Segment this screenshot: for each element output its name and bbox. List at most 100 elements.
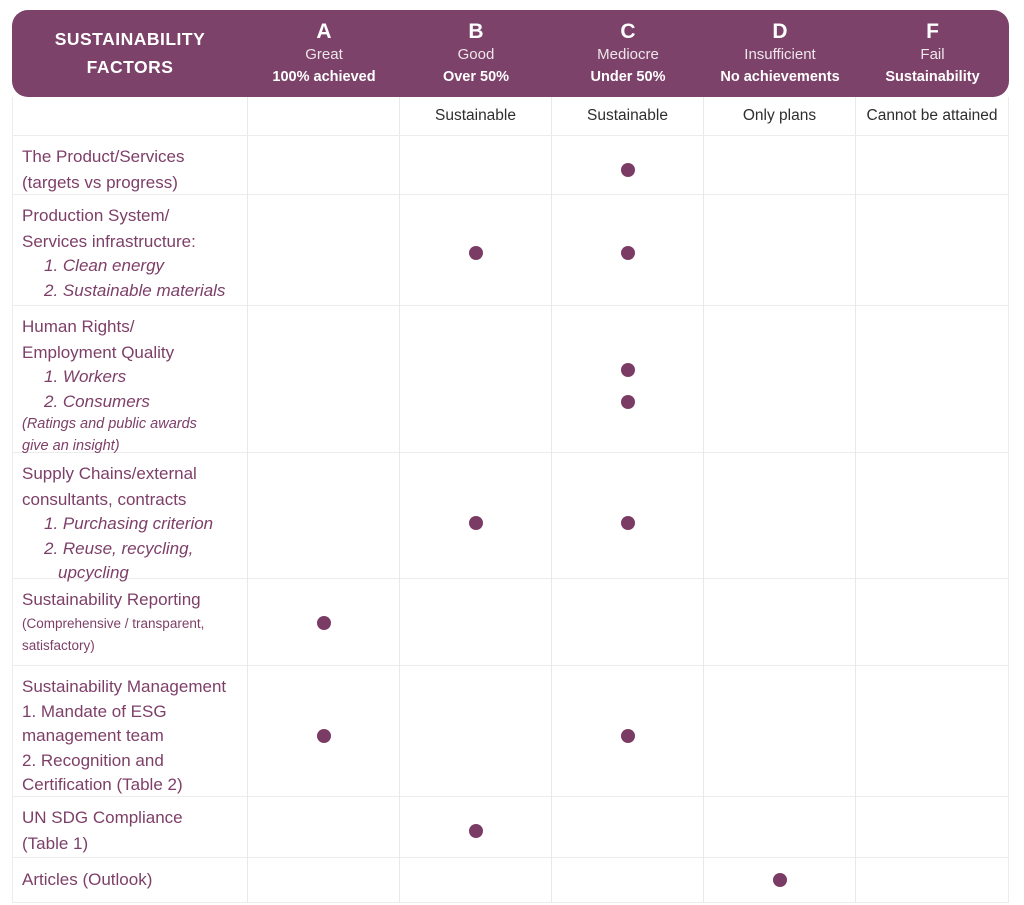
- row-label: The Product/Services (targets vs progress…: [13, 136, 248, 203]
- cell-b-production-system: [400, 195, 552, 312]
- grade-qualifier: 100% achieved: [272, 68, 376, 85]
- table-row-supply-chains: Supply Chains/external consultants, contr…: [13, 453, 1008, 594]
- cell-f-articles-outlook: [856, 858, 1008, 902]
- cell-d-sustainability-management: [704, 666, 856, 807]
- rating-dot: [468, 246, 483, 261]
- cell-b-un-sdg-compliance: [400, 797, 552, 864]
- grade-header-a: A Great 100% achieved: [248, 10, 400, 97]
- row-label-line: (Comprehensive / transparent,: [22, 615, 205, 631]
- cell-c-human-rights: [552, 306, 704, 466]
- grade-name: Mediocre: [597, 45, 659, 63]
- row-label-line: Human Rights/: [22, 317, 135, 336]
- row-label-line: 1. Purchasing criterion: [44, 514, 214, 533]
- grade-letter: D: [772, 20, 788, 44]
- cell-d-production-system: [704, 195, 856, 312]
- grade-name: Great: [305, 45, 343, 63]
- descriptor-label-cell: [13, 97, 248, 135]
- cell-c-supply-chains: [552, 453, 704, 594]
- row-label-line: 2. Recognition and: [22, 750, 164, 770]
- cell-b-human-rights: [400, 306, 552, 466]
- row-label: UN SDG Compliance (Table 1): [13, 797, 248, 864]
- cell-d-supply-chains: [704, 453, 856, 594]
- row-label-line: (Ratings and public awards: [22, 416, 197, 433]
- table-row-articles-outlook: Articles (Outlook): [13, 858, 1008, 903]
- rating-dot: [316, 615, 331, 630]
- cell-b-articles-outlook: [400, 858, 552, 902]
- cell-f-production-system: [856, 195, 1008, 311]
- cell-f-un-sdg-compliance: [856, 797, 1008, 864]
- grade-letter: A: [316, 20, 332, 44]
- rating-dot: [316, 729, 331, 744]
- row-label: Sustainability Reporting (Comprehensive /…: [13, 579, 248, 667]
- cell-b-sustainability-management: [400, 666, 552, 807]
- row-label-line: 2. Reuse, recycling,: [44, 538, 194, 558]
- header-title-cell: SUSTAINABILITY FACTORS: [12, 10, 248, 97]
- cell-d-un-sdg-compliance: [704, 797, 856, 864]
- cell-c-sustainability-management: [552, 666, 704, 807]
- descriptor-row: Sustainable Sustainable Only plans Cannot b…: [13, 97, 1008, 136]
- grade-header-c: C Mediocre Under 50%: [552, 10, 704, 97]
- cell-d-human-rights: [704, 306, 856, 466]
- grade-name: Fail: [920, 45, 945, 63]
- cell-a-un-sdg-compliance: [248, 797, 400, 864]
- cell-a-product-services: [248, 136, 400, 203]
- grade-qualifier: No achievements: [720, 68, 840, 85]
- table-row-sustainability-management: Sustainability Management 1. Mandate of E…: [13, 666, 1008, 807]
- rating-dot: [620, 162, 635, 177]
- cell-b-sustainability-reporting: [400, 579, 552, 667]
- cell-a-production-system: [248, 195, 400, 312]
- row-label: Production System/Services infrastructur…: [13, 195, 248, 312]
- row-label-line: Articles (Outlook): [22, 870, 153, 890]
- cell-b-product-services: [400, 136, 552, 203]
- table-header: SUSTAINABILITY FACTORS A Great 100% achiev…: [12, 10, 1009, 97]
- row-label-line: give an insight): [22, 438, 120, 455]
- cell-a-sustainability-management: [248, 666, 400, 807]
- grade-qualifier: Sustainability: [885, 68, 980, 85]
- row-label-line: 2. Consumers: [44, 391, 150, 411]
- sustainability-factors-table: SUSTAINABILITY FACTORS A Great 100% achiev…: [12, 10, 1009, 903]
- table-title: SUSTAINABILITY FACTORS: [54, 29, 206, 77]
- cell-a-supply-chains: [248, 453, 400, 594]
- cell-f-sustainability-reporting: [856, 579, 1008, 666]
- row-label-line: 2. Sustainable materials: [44, 280, 226, 300]
- row-label: Articles (Outlook): [13, 858, 248, 902]
- cell-a-sustainability-reporting: [248, 579, 400, 667]
- row-label-line: 1. Clean energy: [44, 256, 165, 275]
- table-row-un-sdg-compliance: UN SDG Compliance (Table 1): [13, 797, 1008, 864]
- row-label-line: UN SDG Compliance: [22, 808, 183, 827]
- row-label-line: Certification (Table 2): [22, 775, 183, 795]
- cell-f-product-services: [856, 136, 1008, 203]
- row-label-line: The Product/Services: [22, 147, 185, 166]
- row-label-line: (Table 1): [22, 833, 89, 853]
- row-label-line: Services infrastructure:: [22, 231, 196, 251]
- row-label-line: Production System/: [22, 206, 170, 225]
- cell-f-human-rights: [856, 306, 1008, 466]
- rating-dot: [620, 394, 635, 409]
- cell-c-sustainability-reporting: [552, 579, 704, 667]
- cell-c-production-system: [552, 195, 704, 312]
- cell-c-un-sdg-compliance: [552, 797, 704, 864]
- grade-name: Insufficient: [744, 45, 816, 63]
- row-label-line: management team: [22, 726, 164, 746]
- row-label: Human Rights/Employment Quality 1. Worker…: [13, 306, 248, 466]
- cell-a-human-rights: [248, 306, 400, 466]
- rating-dot: [620, 729, 635, 744]
- row-label: Supply Chains/external consultants, contr…: [13, 453, 248, 594]
- grade-qualifier: Under 50%: [590, 68, 666, 85]
- descriptor-cell-b: Sustainable: [400, 97, 552, 135]
- cell-f-supply-chains: [856, 453, 1008, 594]
- rating-dot: [620, 516, 635, 531]
- rating-dot: [772, 873, 787, 887]
- row-label-line: Employment Quality: [22, 342, 175, 362]
- table-row-sustainability-reporting: Sustainability Reporting (Comprehensive /…: [13, 579, 1008, 667]
- rating-dot: [620, 246, 635, 261]
- row-label-line: consultants, contracts: [22, 489, 187, 509]
- grade-letter: F: [926, 20, 939, 44]
- row-label-line: Sustainability Management: [22, 677, 227, 696]
- table-body: Sustainable Sustainable Only plans Cannot b…: [12, 97, 1009, 903]
- row-label: Sustainability Management 1. Mandate of E…: [13, 666, 248, 807]
- grade-qualifier: Over 50%: [442, 68, 510, 85]
- row-label-line: Supply Chains/external: [22, 464, 197, 483]
- grade-header-f: F Fail Sustainability: [856, 10, 1009, 97]
